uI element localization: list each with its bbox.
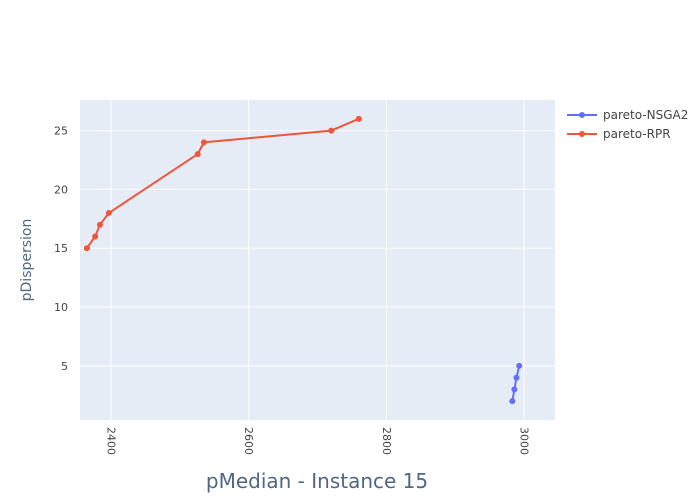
y-tick-label: 20 (54, 183, 68, 196)
plot-area (80, 100, 555, 420)
legend-label: pareto-NSGA2 (603, 108, 688, 122)
y-tick-label: 25 (54, 125, 68, 138)
data-point-pareto-nsga2 (516, 362, 523, 369)
data-point-pareto-nsga2 (511, 386, 518, 393)
data-point-pareto-nsga2 (509, 398, 516, 405)
legend-label: pareto-RPR (603, 127, 671, 141)
y-tick-label: 15 (54, 242, 68, 255)
x-tick-label: 2600 (242, 427, 255, 455)
y-tick-label: 5 (61, 360, 68, 373)
legend[interactable]: pareto-NSGA2 pareto-RPR (567, 108, 688, 141)
x-tick-label: 2800 (380, 427, 393, 455)
data-point-pareto-rpr (355, 115, 362, 122)
data-point-pareto-rpr (328, 127, 335, 134)
series-line-pareto-nsga2 (511, 365, 521, 402)
y-axis: 5 10 15 20 25 (54, 125, 68, 373)
data-point-pareto-rpr (83, 245, 90, 252)
x-axis: 2400 2600 2800 3000 (104, 427, 530, 455)
data-point-pareto-rpr (92, 233, 99, 240)
data-point-pareto-rpr (105, 209, 112, 216)
data-point-pareto-rpr (200, 139, 207, 146)
data-point-pareto-rpr (194, 151, 201, 158)
series-group (83, 115, 523, 405)
legend-item-pareto-nsga2[interactable]: pareto-NSGA2 (567, 108, 688, 122)
legend-item-pareto-rpr[interactable]: pareto-RPR (567, 127, 671, 141)
grid (80, 100, 555, 420)
x-axis-title: pMedian - Instance 15 (206, 469, 428, 493)
data-point-pareto-nsga2 (513, 374, 520, 381)
legend-swatch-marker (579, 131, 585, 137)
x-tick-label: 2400 (104, 427, 117, 455)
legend-swatch-marker (579, 112, 585, 118)
x-tick-label: 3000 (518, 427, 531, 455)
y-axis-title: pDispersion (19, 219, 35, 302)
y-tick-label: 10 (54, 301, 68, 314)
data-point-pareto-rpr (96, 221, 103, 228)
